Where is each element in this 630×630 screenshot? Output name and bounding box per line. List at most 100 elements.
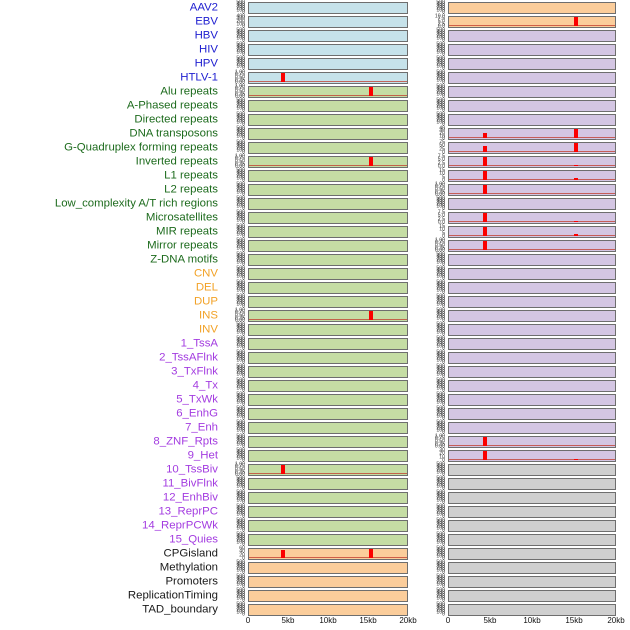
track-right-mirror-repeats[interactable] — [448, 239, 616, 253]
track-left-microsatellites[interactable] — [248, 211, 408, 225]
track-right-aav2[interactable] — [448, 1, 616, 15]
track-right-5-txwk[interactable] — [448, 393, 616, 407]
track-right-l2-repeats[interactable] — [448, 183, 616, 197]
track-right-11-bivflnk[interactable] — [448, 477, 616, 491]
y-axis-tick: 300 — [236, 577, 245, 584]
signal-spike — [482, 240, 487, 251]
track-left-inv[interactable] — [248, 323, 408, 337]
track-left-11-bivflnk[interactable] — [248, 477, 408, 491]
y-axis-tick: 300 — [436, 535, 445, 542]
track-right-9-het[interactable] — [448, 449, 616, 463]
track-right-cnv[interactable] — [448, 267, 616, 281]
track-left-cpgisland[interactable] — [248, 547, 408, 561]
track-right-cpgisland[interactable] — [448, 547, 616, 561]
track-right-6-enhg[interactable] — [448, 407, 616, 421]
y-axis-tick: 400 — [436, 561, 445, 568]
track-left-10-tssbiv[interactable] — [248, 463, 408, 477]
track-right-hiv[interactable] — [448, 43, 616, 57]
track-left-alu-repeats[interactable] — [248, 85, 408, 99]
track-left-1-tssa[interactable] — [248, 337, 408, 351]
track-left-15-quies[interactable] — [248, 533, 408, 547]
track-right-ebv[interactable] — [448, 15, 616, 29]
track-right-replicationtiming[interactable] — [448, 589, 616, 603]
track-left-methylation[interactable] — [248, 561, 408, 575]
track-right-12-enhbiv[interactable] — [448, 491, 616, 505]
track-left-aav2[interactable] — [248, 1, 408, 15]
track-left-ebv[interactable] — [248, 15, 408, 29]
track-left-directed-repeats[interactable] — [248, 113, 408, 127]
track-right-microsatellites[interactable] — [448, 211, 616, 225]
y-axis-tick: 0 — [242, 9, 245, 16]
track-right-methylation[interactable] — [448, 561, 616, 575]
track-left-5-txwk[interactable] — [248, 393, 408, 407]
track-right-hbv[interactable] — [448, 29, 616, 43]
track-left-14-reprpcwk[interactable] — [248, 519, 408, 533]
track-left-low-complexity-a-t-rich-regions[interactable] — [248, 197, 408, 211]
track-left-hpv[interactable] — [248, 57, 408, 71]
track-right-dna-transposons[interactable] — [448, 127, 616, 141]
track-right-alu-repeats[interactable] — [448, 85, 616, 99]
track-right-hpv[interactable] — [448, 57, 616, 71]
track-right-inverted-repeats[interactable] — [448, 155, 616, 169]
track-left-6-enhg[interactable] — [248, 407, 408, 421]
track-right-directed-repeats[interactable] — [448, 113, 616, 127]
track-left-del[interactable] — [248, 281, 408, 295]
track-right-4-tx[interactable] — [448, 379, 616, 393]
track-left-mir-repeats[interactable] — [248, 225, 408, 239]
y-axis-tick: 200 — [236, 18, 245, 25]
track-right-mir-repeats[interactable] — [448, 225, 616, 239]
track-left-l1-repeats[interactable] — [248, 169, 408, 183]
track-left-mirror-repeats[interactable] — [248, 239, 408, 253]
track-left-g-quadruplex-forming-repeats[interactable] — [248, 141, 408, 155]
track-left-dna-transposons[interactable] — [248, 127, 408, 141]
track-right-l1-repeats[interactable] — [448, 169, 616, 183]
track-right-low-complexity-a-t-rich-regions[interactable] — [448, 197, 616, 211]
track-left-inverted-repeats[interactable] — [248, 155, 408, 169]
track-right-tad-boundary[interactable] — [448, 603, 616, 617]
track-right-ins[interactable] — [448, 309, 616, 323]
track-left-hbv[interactable] — [248, 29, 408, 43]
track-left-replicationtiming[interactable] — [248, 589, 408, 603]
track-right-a-phased-repeats[interactable] — [448, 99, 616, 113]
track-right-14-reprpcwk[interactable] — [448, 519, 616, 533]
track-left-htlv-1[interactable] — [248, 71, 408, 85]
track-left-ins[interactable] — [248, 309, 408, 323]
y-axis-tick: 20 — [439, 130, 445, 137]
track-left-l2-repeats[interactable] — [248, 183, 408, 197]
track-left-cnv[interactable] — [248, 267, 408, 281]
track-left-13-reprpc[interactable] — [248, 505, 408, 519]
track-right-7-enh[interactable] — [448, 421, 616, 435]
track-left-4-tx[interactable] — [248, 379, 408, 393]
track-left-z-dna-motifs[interactable] — [248, 253, 408, 267]
track-left-tad-boundary[interactable] — [248, 603, 408, 617]
track-right-inv[interactable] — [448, 323, 616, 337]
y-axis-tick: 0 — [242, 303, 245, 310]
track-left-12-enhbiv[interactable] — [248, 491, 408, 505]
track-left-7-enh[interactable] — [248, 421, 408, 435]
track-left-a-phased-repeats[interactable] — [248, 99, 408, 113]
track-right-promoters[interactable] — [448, 575, 616, 589]
track-left-2-tssaflnk[interactable] — [248, 351, 408, 365]
track-right-htlv-1[interactable] — [448, 71, 616, 85]
track-right-15-quies[interactable] — [448, 533, 616, 547]
track-right-g-quadruplex-forming-repeats[interactable] — [448, 141, 616, 155]
track-right-3-txflnk[interactable] — [448, 365, 616, 379]
y-axis-tick: 400 — [236, 561, 245, 568]
track-right-13-reprpc[interactable] — [448, 505, 616, 519]
track-left-3-txflnk[interactable] — [248, 365, 408, 379]
track-right-dup[interactable] — [448, 295, 616, 309]
track-right-2-tssaflnk[interactable] — [448, 351, 616, 365]
track-left-8-znf-rpts[interactable] — [248, 435, 408, 449]
track-left-9-het[interactable] — [248, 449, 408, 463]
track-left-promoters[interactable] — [248, 575, 408, 589]
track-right-del[interactable] — [448, 281, 616, 295]
track-left-dup[interactable] — [248, 295, 408, 309]
y-axis-tick: 300 — [236, 493, 245, 500]
y-axis-tick: 500 — [436, 55, 445, 62]
track-right-z-dna-motifs[interactable] — [448, 253, 616, 267]
track-right-8-znf-rpts[interactable] — [448, 435, 616, 449]
track-right-1-tssa[interactable] — [448, 337, 616, 351]
track-right-10-tssbiv[interactable] — [448, 463, 616, 477]
y-axis-tick: 500 — [436, 335, 445, 342]
track-left-hiv[interactable] — [248, 43, 408, 57]
